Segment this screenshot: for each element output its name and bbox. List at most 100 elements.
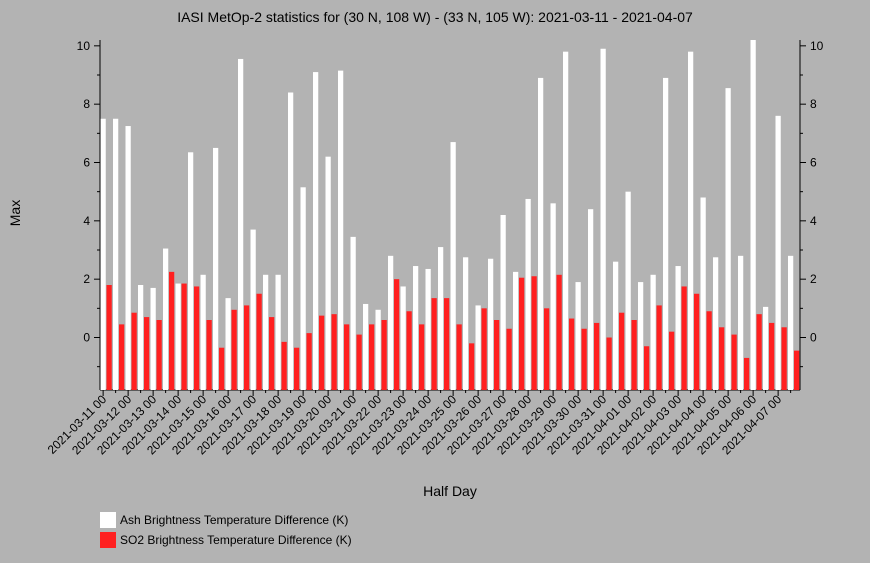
bar-so2 xyxy=(481,308,487,390)
bar-so2 xyxy=(619,312,625,390)
bar-ash xyxy=(300,187,306,390)
bar-ash xyxy=(700,197,706,390)
y-tick-label-right: 2 xyxy=(810,272,817,286)
bar-so2 xyxy=(469,343,475,390)
y-tick-label: 6 xyxy=(83,156,90,170)
y-tick-label: 4 xyxy=(83,214,90,228)
bar-ash xyxy=(738,255,744,390)
bar-ash xyxy=(325,156,331,390)
bar-so2 xyxy=(719,327,725,390)
bar-ash xyxy=(525,198,531,390)
bar-ash xyxy=(250,229,256,390)
legend-item-ash: Ash Brightness Temperature Difference (K… xyxy=(100,512,348,528)
bar-ash xyxy=(500,215,506,390)
bar-so2 xyxy=(144,317,150,390)
bar-ash xyxy=(150,287,156,390)
y-tick-label-right: 8 xyxy=(810,97,817,111)
bar-ash xyxy=(288,92,294,390)
bar-ash xyxy=(650,274,656,390)
bar-ash xyxy=(388,255,394,390)
bar-so2 xyxy=(456,324,462,390)
bar-ash xyxy=(138,285,144,390)
bar-so2 xyxy=(319,315,325,390)
bar-so2 xyxy=(531,276,537,390)
bar-ash xyxy=(188,152,194,390)
bar-so2 xyxy=(156,320,162,390)
bar-ash xyxy=(563,51,569,391)
bar-ash xyxy=(750,40,756,390)
bar-ash xyxy=(100,118,106,390)
bar-so2 xyxy=(356,334,362,390)
bar-ash xyxy=(313,72,319,390)
bar-ash xyxy=(450,142,456,390)
x-axis-label: Half Day xyxy=(423,483,477,499)
y-tick-label: 0 xyxy=(83,331,90,345)
bar-so2 xyxy=(544,308,550,390)
bar-ash xyxy=(763,306,769,390)
bar-so2 xyxy=(331,314,337,390)
bar-so2 xyxy=(669,331,675,390)
bar-ash xyxy=(575,282,581,390)
bar-ash xyxy=(413,266,419,390)
bar-so2 xyxy=(506,328,512,390)
bar-ash xyxy=(613,261,619,390)
bar-so2 xyxy=(294,347,300,390)
bar-so2 xyxy=(306,333,312,390)
bar-ash xyxy=(375,309,381,390)
bar-so2 xyxy=(656,305,662,390)
y-tick-label-right: 6 xyxy=(810,156,817,170)
bar-so2 xyxy=(681,286,687,390)
bar-so2 xyxy=(594,322,600,390)
legend-item-so2: SO2 Brightness Temperature Difference (K… xyxy=(100,532,352,548)
bar-so2 xyxy=(756,314,762,390)
bar-so2 xyxy=(344,324,350,390)
chart-title: IASI MetOp-2 statistics for (30 N, 108 W… xyxy=(177,9,693,25)
bar-so2 xyxy=(169,271,175,390)
bar-ash xyxy=(113,118,119,390)
bar-ash xyxy=(438,247,444,390)
y-tick-label-right: 10 xyxy=(810,39,824,53)
bar-so2 xyxy=(769,322,775,390)
bar-so2 xyxy=(706,311,712,390)
y-tick-label-right: 4 xyxy=(810,214,817,228)
bar-so2 xyxy=(556,274,562,390)
bar-so2 xyxy=(256,293,262,390)
bar-so2 xyxy=(119,324,125,390)
bar-ash xyxy=(200,274,206,390)
bar-so2 xyxy=(606,337,612,390)
bar-so2 xyxy=(406,311,412,390)
bars-group xyxy=(100,40,800,391)
bar-so2 xyxy=(731,334,737,390)
bar-ash xyxy=(488,258,494,390)
bar-ash xyxy=(600,48,606,390)
bar-ash xyxy=(275,274,281,390)
legend-swatch-ash xyxy=(100,512,116,528)
bar-ash xyxy=(675,266,681,390)
bar-so2 xyxy=(219,347,225,390)
bar-ash xyxy=(475,305,481,390)
legend-swatch-so2 xyxy=(100,532,116,548)
bar-ash xyxy=(625,191,631,390)
bar-so2 xyxy=(244,305,250,390)
bar-ash xyxy=(788,255,794,390)
bar-so2 xyxy=(569,318,575,390)
bar-so2 xyxy=(519,277,525,390)
bar-so2 xyxy=(394,279,400,390)
bar-so2 xyxy=(419,324,425,390)
bar-ash xyxy=(363,303,369,390)
bar-ash xyxy=(550,203,556,390)
bar-so2 xyxy=(381,320,387,390)
bar-ash xyxy=(213,147,219,390)
bar-so2 xyxy=(369,324,375,390)
y-tick-label: 2 xyxy=(83,272,90,286)
bar-ash xyxy=(400,286,406,390)
bar-so2 xyxy=(194,286,200,390)
bar-so2 xyxy=(431,298,437,390)
bar-so2 xyxy=(644,346,650,390)
bar-ash xyxy=(125,126,131,391)
bar-so2 xyxy=(181,283,187,390)
bar-ash xyxy=(350,236,356,390)
bar-so2 xyxy=(781,327,787,390)
